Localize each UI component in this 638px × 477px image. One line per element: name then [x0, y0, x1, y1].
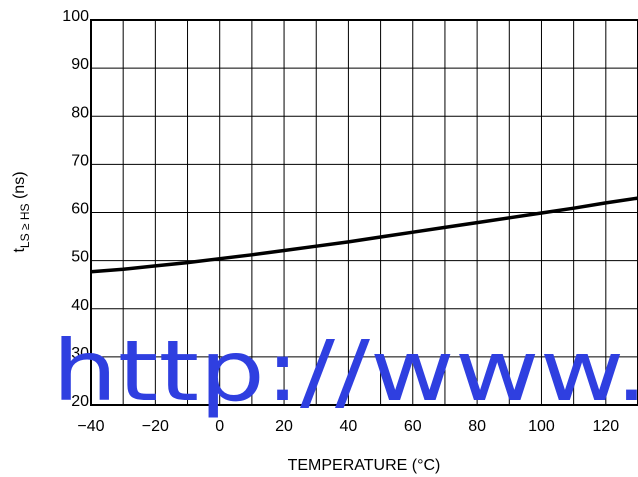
x-tick-label: −40: [77, 418, 104, 435]
y-axis-label-base: t: [11, 248, 28, 253]
y-tick-label: 90: [71, 56, 89, 73]
y-tick-label: 80: [71, 104, 89, 121]
x-tick-label: 100: [528, 418, 555, 435]
y-axis-label: tLS ≥ HS (ns): [11, 171, 32, 252]
x-tick-label: −20: [142, 418, 169, 435]
x-tick-label: 120: [592, 418, 619, 435]
x-tick-labels: −40 −20 0 20 40 60 80 100 120: [77, 418, 619, 435]
x-tick-label: 0: [215, 418, 224, 435]
x-axis-label: TEMPERATURE (°C): [288, 457, 441, 474]
plot-area-frame: [90, 19, 638, 406]
series-line-1: [90, 196, 638, 274]
y-axis-label-suffix: (ns): [11, 171, 28, 203]
y-tick-label: 40: [71, 297, 89, 314]
y-tick-label: 20: [71, 393, 89, 410]
x-tick-label: 80: [468, 418, 486, 435]
y-tick-label: 30: [71, 345, 89, 362]
y-tick-labels: 20 30 40 50 60 70 80 90 100: [62, 8, 89, 410]
y-tick-label: 60: [71, 201, 89, 218]
series-lines: [90, 196, 638, 274]
y-tick-label: 100: [62, 8, 89, 25]
y-tick-label: 50: [71, 249, 89, 266]
y-tick-label: 70: [71, 152, 89, 169]
watermark-text: http://www.: [52, 322, 638, 420]
y-axis-label-subscript: LS ≥ HS: [18, 203, 32, 248]
x-tick-label: 20: [275, 418, 293, 435]
x-tick-label: 40: [340, 418, 358, 435]
x-tick-label: 60: [404, 418, 422, 435]
